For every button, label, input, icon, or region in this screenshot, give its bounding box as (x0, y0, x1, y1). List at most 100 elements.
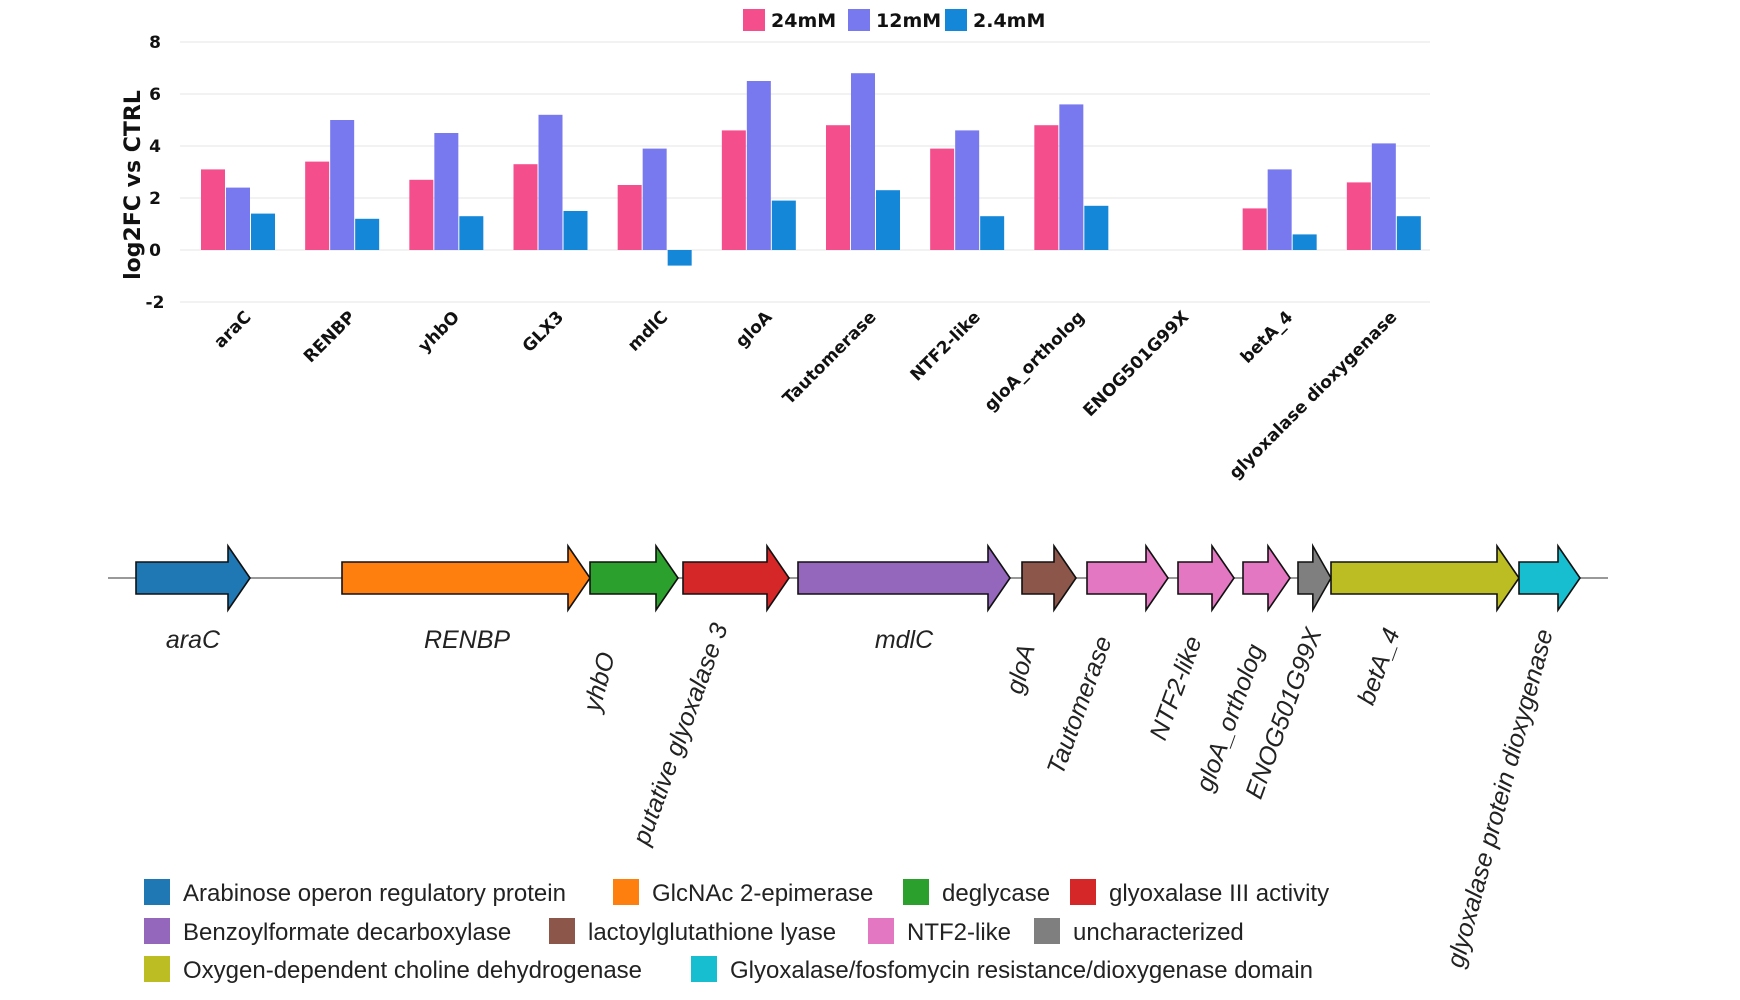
gene-label: betA_4 (1352, 624, 1405, 708)
x-tick-label: Tautomerase (779, 307, 881, 409)
legend-item-24mM: 24mM (743, 9, 836, 32)
x-tick-label: mdlC (624, 307, 672, 355)
legend-swatch (945, 9, 967, 31)
bar-mdlC-24mM (617, 185, 642, 250)
bar-Tautomerase-12mM (851, 73, 875, 250)
legend-swatch (868, 918, 894, 944)
x-tick-label: araC (210, 307, 255, 352)
bar-gloA-24mM (721, 130, 746, 250)
function-legend: Arabinose operon regulatory protein GlcNA… (144, 879, 1329, 984)
legend-label: Glyoxalase/fosfomycin resistance/dioxyge… (730, 957, 1313, 984)
grid-lines (180, 41, 1430, 303)
gene-arrow-yhbO (589, 543, 679, 613)
series-legend: 24mM 12mM 2.4mM (743, 9, 1045, 32)
x-tick-label: gloA (732, 307, 777, 352)
gene-arrow-araC (135, 543, 251, 613)
x-tick-label: ENOG501G99X (1080, 307, 1193, 420)
gene-label: Tautomerase (1042, 632, 1118, 778)
legend-swatch (144, 956, 170, 982)
legend-swatch (144, 918, 170, 944)
y-tick-label: 6 (149, 85, 161, 105)
legend-label: lactoylglutathione lyase (588, 919, 836, 946)
gene-label: RENBP (424, 626, 510, 654)
function-legend-item: NTF2-like (868, 918, 1011, 946)
legend-swatch (903, 879, 929, 905)
bar-gloA-2.4mM (771, 200, 796, 250)
legend-swatch (743, 9, 765, 31)
bar-GLX3-12mM (538, 114, 563, 250)
gene-arrow-gloA_ortholog (1242, 543, 1291, 613)
legend-swatch (549, 918, 575, 944)
legend-item-2.4mM: 2.4mM (945, 9, 1045, 32)
legend-swatch (144, 879, 170, 905)
bar-betA_4-2.4mM (1292, 234, 1317, 250)
legend-label: 24mM (771, 10, 836, 32)
function-legend-item: uncharacterized (1034, 918, 1244, 946)
x-tick-label: NTF2-like (907, 307, 985, 385)
bar-Tautomerase-2.4mM (876, 190, 900, 250)
x-axis-ticks: araC RENBP yhbO GLX3 mdlC gloA Tautomerase NTF2… (210, 307, 1401, 483)
y-tick-label: 0 (149, 241, 161, 261)
bar-Tautomerase-24mM (826, 125, 850, 250)
bar-glyoxalase dioxygenase-2.4mM (1396, 216, 1421, 250)
x-tick-label: GLX3 (519, 307, 568, 356)
bar-NTF2-like-12mM (955, 130, 980, 250)
gene-label: glyoxalase protein dioxygenase (1441, 626, 1558, 970)
gene-arrow-glyoxalase protein dioxygenase (1518, 543, 1581, 613)
y-tick-label: 2 (149, 189, 161, 209)
bar-gloA_ortholog-12mM (1059, 104, 1084, 251)
legend-label: uncharacterized (1073, 919, 1244, 946)
legend-label: Benzoylformate decarboxylase (183, 919, 511, 946)
legend-label: deglycase (942, 880, 1050, 907)
gene-label: yhbO (578, 649, 621, 716)
legend-label: GlcNAc 2-epimerase (652, 880, 873, 907)
bar-betA_4-12mM (1267, 169, 1292, 250)
gene-arrow-Tautomerase (1086, 543, 1169, 613)
gene-arrow-RENBP (341, 543, 591, 613)
gene-arrows (135, 542, 1581, 614)
gene-label: putative glyoxalase 3 (627, 619, 734, 849)
gene-label: gloA (1001, 641, 1041, 697)
function-legend-item: Glyoxalase/fosfomycin resistance/dioxyge… (691, 956, 1313, 984)
y-axis-ticks: 8 6 4 2 0 -2 (146, 33, 165, 313)
gene-label: NTF2-like (1144, 632, 1207, 743)
bar-yhbO-2.4mM (459, 216, 484, 250)
bar-chart: 8 6 4 2 0 -2 log2FC vs CTRL 24mM 12mM 2.4mM ara… (121, 9, 1430, 483)
bar-mdlC-2.4mM (667, 250, 692, 266)
y-tick-label: 4 (149, 137, 161, 157)
gene-label: mdlC (875, 626, 934, 654)
y-tick-label: 8 (149, 33, 161, 53)
bar-araC-2.4mM (251, 213, 275, 250)
legend-swatch (691, 956, 717, 982)
function-legend-item: Arabinose operon regulatory protein (144, 879, 566, 907)
gene-arrow-putative glyoxalase 3 (682, 543, 790, 613)
legend-label: glyoxalase III activity (1109, 880, 1329, 907)
x-tick-label: RENBP (300, 307, 360, 367)
bar-gloA_ortholog-24mM (1034, 125, 1059, 250)
bar-araC-24mM (201, 169, 225, 250)
legend-label: NTF2-like (907, 919, 1011, 946)
gene-labels: araC RENBP yhbO putative glyoxalase 3 mdlC gl… (166, 619, 1559, 970)
bar-RENBP-2.4mM (355, 218, 380, 250)
gene-arrow-mdlC (797, 543, 1011, 613)
gene-arrow-NTF2-like (1177, 543, 1235, 613)
function-legend-item: deglycase (903, 879, 1050, 907)
function-legend-item: glyoxalase III activity (1070, 879, 1329, 907)
x-tick-label: yhbO (415, 307, 464, 356)
legend-swatch (1034, 918, 1060, 944)
bar-glyoxalase dioxygenase-12mM (1371, 143, 1396, 250)
x-tick-label: glyoxalase dioxygenase (1226, 307, 1402, 483)
gene-label: araC (166, 626, 221, 654)
bar-RENBP-12mM (330, 120, 355, 250)
legend-label: 2.4mM (973, 10, 1045, 32)
gene-arrow-ENOG501G99X (1297, 542, 1332, 614)
bar-GLX3-2.4mM (563, 211, 588, 250)
y-tick-label: -2 (146, 293, 165, 313)
legend-swatch (1070, 879, 1096, 905)
x-tick-label: gloA_ortholog (981, 307, 1089, 415)
bar-mdlC-12mM (642, 148, 667, 250)
function-legend-item: lactoylglutathione lyase (549, 918, 836, 946)
bar-yhbO-12mM (434, 133, 459, 250)
gene-arrow-betA_4 (1330, 543, 1520, 613)
